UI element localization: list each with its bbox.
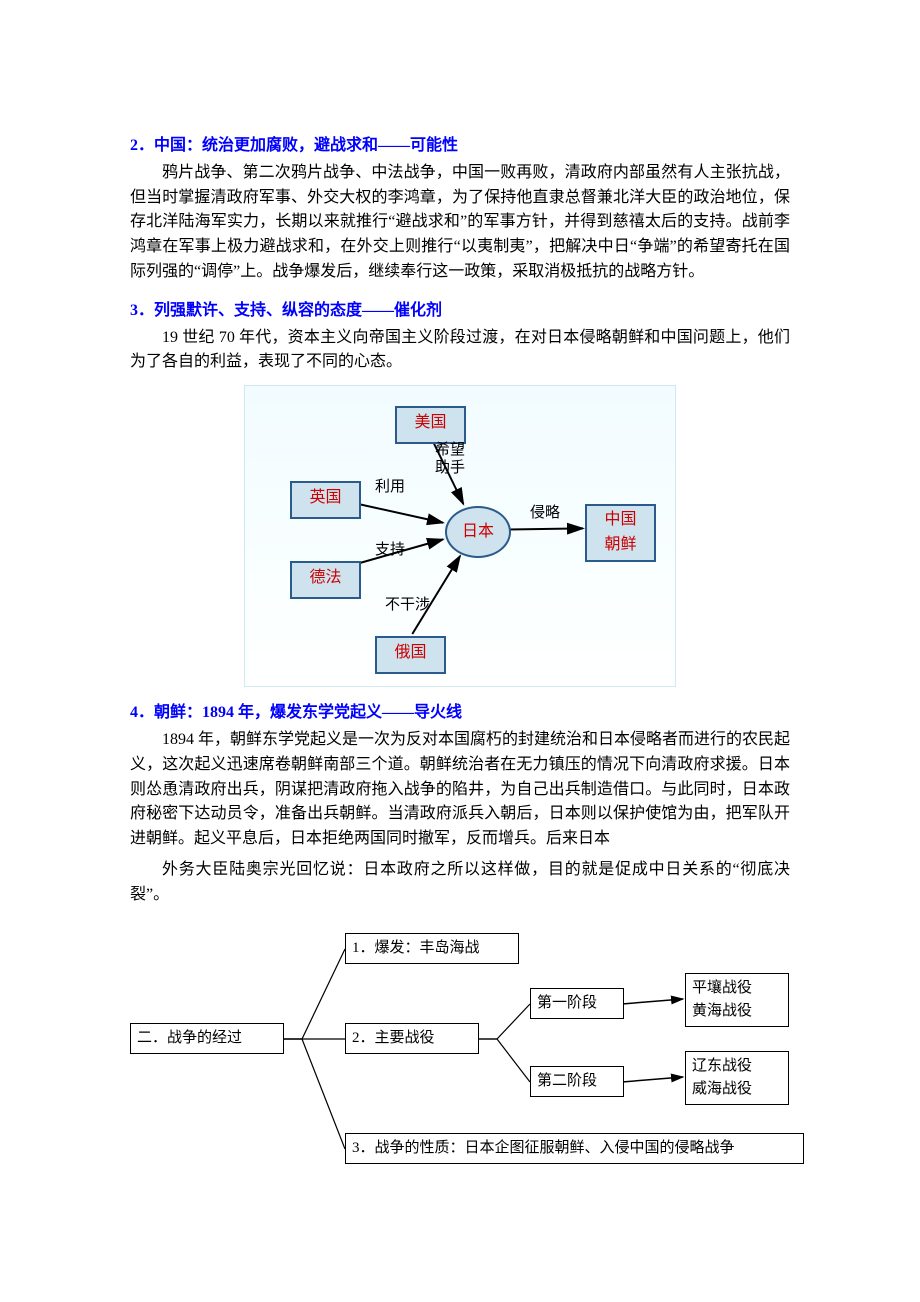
diagram2-node-b1: 平壤战役黄海战役: [685, 973, 789, 1028]
diagram1-node-jp: 日本: [445, 506, 511, 558]
diagram2-node-p1: 第一阶段: [530, 988, 624, 1019]
diagram1-node-cnkr: 中国朝鲜: [585, 504, 656, 562]
diagram2-node-b2: 辽东战役威海战役: [685, 1051, 789, 1106]
section4-heading: 4．朝鲜：1894 年，爆发东学党起义——导火线: [130, 701, 790, 726]
war-process-diagram: 二．战争的经过1．爆发：丰岛海战2．主要战役3．战争的性质：日本企图征服朝鲜、入…: [130, 918, 790, 1178]
diagram1-edge-label: 不干涉: [385, 596, 430, 614]
diagram1-edge-label: 利用: [375, 478, 405, 496]
diagram1-node-defr: 德法: [290, 561, 361, 599]
section3-heading: 3．列强默许、支持、纵容的态度——催化剂: [130, 299, 790, 324]
section2-heading: 2．中国：统治更加腐败，避战求和——可能性: [130, 134, 790, 159]
diagram1-node-uk: 英国: [290, 481, 361, 519]
diagram1-wrapper: 美国英国德法俄国 日本 中国朝鲜 希望助手利用支持不干涉 侵略: [130, 385, 790, 687]
diagram2-node-root: 二．战争的经过: [130, 1023, 284, 1054]
diagram2-node-n2: 2．主要战役: [345, 1023, 479, 1054]
diagram1-edge-label: 支持: [375, 541, 405, 559]
powers-japan-diagram: 美国英国德法俄国 日本 中国朝鲜 希望助手利用支持不干涉 侵略: [244, 385, 676, 687]
section3-para: 19 世纪 70 年代，资本主义向帝国主义阶段过渡，在对日本侵略朝鲜和中国问题上…: [130, 326, 790, 376]
diagram1-node-us: 美国: [395, 406, 466, 444]
diagram2-node-n3: 3．战争的性质：日本企图征服朝鲜、入侵中国的侵略战争: [345, 1133, 804, 1164]
section4-para1: 1894 年，朝鲜东学党起义是一次为反对本国腐朽的封建统治和日本侵略者而进行的农…: [130, 728, 790, 852]
diagram1-node-ru: 俄国: [375, 636, 446, 674]
diagram1-edge-label: 侵略: [530, 504, 560, 522]
diagram2-node-n1: 1．爆发：丰岛海战: [345, 933, 519, 964]
diagram1-edge-label: 希望助手: [435, 441, 465, 477]
section4-para2: 外务大臣陆奥宗光回忆说：日本政府之所以这样做，目的就是促成中日关系的“彻底决裂”…: [130, 858, 790, 908]
diagram2-node-p2: 第二阶段: [530, 1066, 624, 1097]
section2-para: 鸦片战争、第二次鸦片战争、中法战争，中国一败再败，清政府内部虽然有人主张抗战，但…: [130, 161, 790, 285]
